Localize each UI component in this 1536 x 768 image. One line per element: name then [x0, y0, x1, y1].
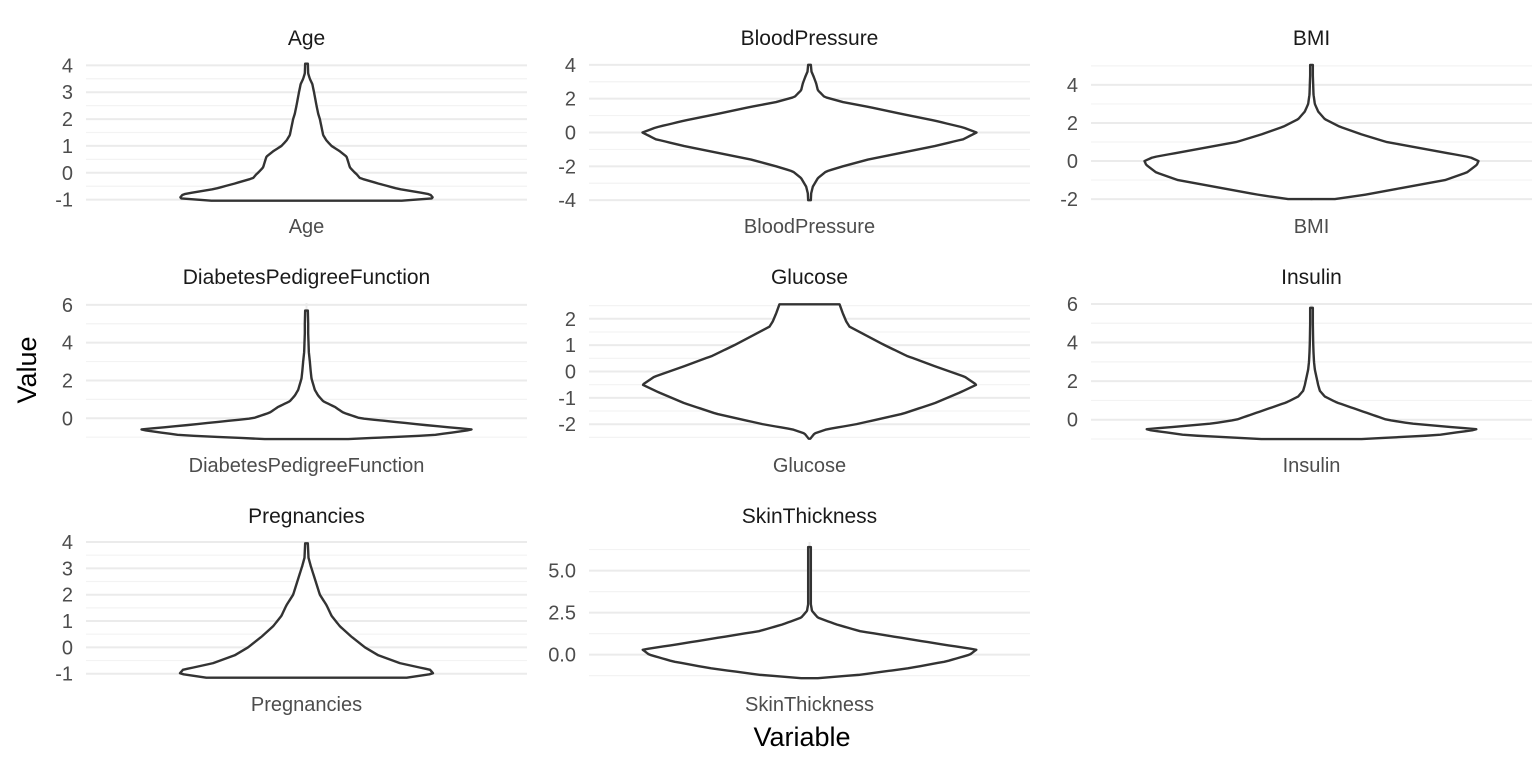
y-tick-label: 0 [1067, 410, 1078, 432]
y-tick-label: -1 [55, 190, 73, 212]
y-tick-label: 0 [1067, 151, 1078, 173]
y-tick-label: 0 [565, 362, 576, 384]
y-tick-label: -2 [1060, 189, 1078, 211]
violin-Pregnancies [178, 542, 435, 679]
facet-panel: -4 -2 0 2 4 BloodPressure BloodPressure [558, 27, 1030, 238]
facet-panels: -1 0 1 2 3 4 Age Age -4 -2 0 2 4 BloodPressure BloodPr… [55, 27, 1532, 716]
violin-Glucose [641, 303, 978, 440]
facet-title: SkinThickness [742, 505, 877, 528]
violin-BloodPressure [641, 63, 978, 202]
facet-title: Glucose [771, 266, 848, 289]
y-axis-title: Value [12, 336, 42, 403]
violin-BMI [1143, 63, 1480, 201]
y-tick-label: 6 [62, 295, 73, 317]
y-tick-label: 1 [565, 335, 576, 357]
x-tick-label: BloodPressure [744, 216, 875, 238]
y-tick-label: 4 [1067, 333, 1078, 355]
y-tick-label: 2 [62, 109, 73, 131]
x-axis-title: Variable [753, 722, 850, 752]
violin-DiabetesPedigreeFunction [140, 309, 473, 441]
y-tick-label: -4 [558, 190, 576, 212]
violin-Age [179, 62, 434, 202]
y-tick-label: 4 [62, 532, 73, 554]
y-tick-label: 1 [62, 136, 73, 158]
y-tick-label: 3 [62, 558, 73, 580]
facet-panel: 0 2 4 6 Insulin Insulin [1067, 266, 1532, 477]
facet-title: BloodPressure [741, 27, 879, 50]
y-tick-label: 4 [62, 333, 73, 355]
y-tick-label: 0 [62, 408, 73, 430]
y-tick-label: 2 [62, 370, 73, 392]
facet-title: Insulin [1281, 266, 1342, 289]
y-tick-label: 1 [62, 611, 73, 633]
y-tick-label: 0 [62, 637, 73, 659]
y-tick-label: 0 [565, 123, 576, 145]
y-tick-label: -1 [558, 388, 576, 410]
facet-panel: -1 0 1 2 3 4 Pregnancies Pregnancies [55, 505, 527, 716]
y-tick-label: 2 [565, 89, 576, 111]
y-tick-label: -2 [558, 414, 576, 436]
x-tick-label: Glucose [773, 455, 846, 477]
y-tick-label: 2 [565, 309, 576, 331]
x-tick-label: BMI [1294, 216, 1330, 238]
y-tick-label: 2 [1067, 371, 1078, 393]
y-tick-label: 6 [1067, 294, 1078, 316]
facet-panel: -2 0 2 4 BMI BMI [1060, 27, 1532, 238]
violin-SkinThickness [641, 545, 978, 680]
y-tick-label: -1 [55, 664, 73, 686]
y-tick-label: 5.0 [548, 561, 576, 583]
y-tick-label: 2 [1067, 113, 1078, 135]
facet-title: BMI [1293, 27, 1330, 50]
facet-title: Age [288, 27, 325, 50]
violin-Insulin [1145, 306, 1478, 441]
y-tick-label: 3 [62, 82, 73, 104]
y-tick-label: -2 [558, 156, 576, 178]
x-tick-label: Age [289, 216, 325, 238]
x-tick-label: Insulin [1283, 455, 1341, 477]
x-tick-label: DiabetesPedigreeFunction [189, 455, 425, 477]
y-tick-label: 2.5 [548, 603, 576, 625]
facet-panel: -2 -1 0 1 2 Glucose Glucose [558, 266, 1030, 477]
x-tick-label: Pregnancies [251, 694, 362, 716]
y-tick-label: 4 [62, 55, 73, 77]
y-tick-label: 0 [62, 163, 73, 185]
facet-panel: -1 0 1 2 3 4 Age Age [55, 27, 527, 238]
facet-title: DiabetesPedigreeFunction [183, 266, 431, 289]
y-tick-label: 4 [565, 55, 576, 77]
facet-panel: 0 2 4 6 DiabetesPedigreeFunction DiabetesPedi… [62, 266, 527, 477]
x-tick-label: SkinThickness [745, 694, 874, 716]
y-tick-label: 2 [62, 585, 73, 607]
facet-panel: 0.0 2.5 5.0 SkinThickness SkinThickness [548, 505, 1030, 716]
y-tick-label: 0.0 [548, 645, 576, 667]
facet-title: Pregnancies [248, 505, 365, 528]
y-tick-label: 4 [1067, 75, 1078, 97]
